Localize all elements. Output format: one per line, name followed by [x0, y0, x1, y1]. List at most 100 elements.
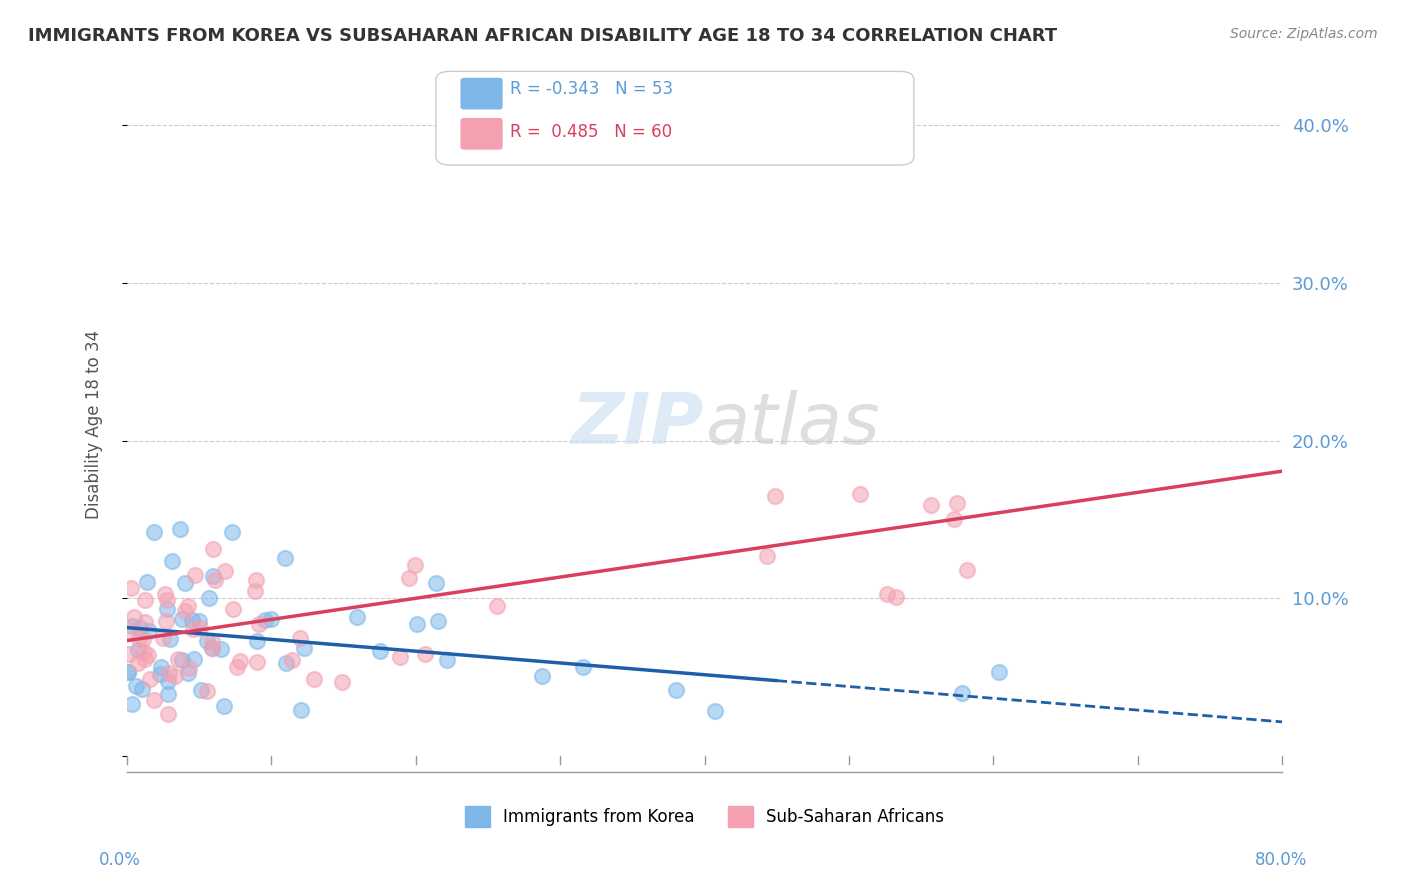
Point: [942, 512, 965, 526]
Point: [167, 652, 190, 666]
Point: [247, 617, 270, 632]
Point: [273, 550, 295, 565]
Point: [156, 602, 179, 616]
Point: [180, 613, 202, 627]
Point: [183, 652, 205, 666]
Point: [404, 558, 426, 572]
Point: [201, 640, 224, 655]
Point: [134, 592, 156, 607]
Text: ZIP: ZIP: [572, 390, 704, 459]
Point: [188, 614, 211, 628]
Point: [302, 673, 325, 687]
Text: 0.0%: 0.0%: [98, 851, 141, 869]
Point: [245, 573, 267, 587]
Point: [415, 647, 437, 661]
Point: [198, 591, 221, 606]
Point: [172, 612, 194, 626]
Point: [281, 653, 304, 667]
Point: [138, 624, 160, 639]
Point: [848, 487, 870, 501]
Text: 80.0%: 80.0%: [1256, 851, 1308, 869]
Point: [274, 656, 297, 670]
Point: [763, 489, 786, 503]
Point: [159, 632, 181, 646]
Point: [346, 610, 368, 624]
Point: [486, 599, 509, 613]
Point: [157, 687, 180, 701]
Point: [128, 632, 150, 647]
Point: [153, 587, 176, 601]
Point: [225, 660, 247, 674]
Point: [181, 623, 204, 637]
Point: [955, 563, 977, 577]
Point: [665, 682, 688, 697]
Point: [139, 672, 162, 686]
Point: [132, 645, 155, 659]
Point: [160, 554, 183, 568]
Text: R = -0.343   N = 53: R = -0.343 N = 53: [510, 80, 673, 98]
Point: [176, 599, 198, 614]
Point: [177, 661, 200, 675]
Point: [946, 496, 969, 510]
Point: [530, 669, 553, 683]
Point: [157, 706, 180, 721]
Point: [389, 649, 412, 664]
Point: [157, 673, 180, 688]
Point: [368, 644, 391, 658]
Point: [173, 604, 195, 618]
Point: [169, 523, 191, 537]
Legend: Immigrants from Korea, Sub-Saharan Africans: Immigrants from Korea, Sub-Saharan Afric…: [458, 799, 950, 833]
Point: [260, 612, 283, 626]
Point: [987, 665, 1010, 679]
Point: [950, 686, 973, 700]
Point: [157, 665, 180, 680]
Point: [135, 574, 157, 589]
Point: [128, 621, 150, 635]
Point: [920, 498, 942, 512]
Point: [131, 632, 153, 647]
Point: [120, 581, 142, 595]
Point: [190, 682, 212, 697]
Point: [195, 634, 218, 648]
Point: [246, 655, 269, 669]
Point: [143, 692, 166, 706]
Point: [212, 699, 235, 714]
Point: [221, 525, 243, 540]
Point: [149, 660, 172, 674]
Text: atlas: atlas: [704, 390, 879, 459]
Point: [406, 616, 429, 631]
Point: [209, 641, 232, 656]
Point: [572, 660, 595, 674]
Point: [134, 652, 156, 666]
Point: [330, 675, 353, 690]
Point: [121, 619, 143, 633]
Point: [288, 631, 311, 645]
Point: [201, 641, 224, 656]
Text: IMMIGRANTS FROM KOREA VS SUBSAHARAN AFRICAN DISABILITY AGE 18 TO 34 CORRELATION : IMMIGRANTS FROM KOREA VS SUBSAHARAN AFRI…: [28, 27, 1057, 45]
Point: [876, 587, 898, 601]
Point: [156, 593, 179, 607]
Point: [125, 679, 148, 693]
Point: [176, 665, 198, 680]
Point: [149, 666, 172, 681]
Point: [201, 569, 224, 583]
Point: [204, 573, 226, 587]
Point: [427, 614, 450, 628]
Point: [245, 634, 267, 648]
Point: [188, 621, 211, 635]
Point: [118, 624, 141, 639]
Point: [127, 643, 149, 657]
Point: [703, 704, 725, 718]
Point: [290, 702, 312, 716]
Point: [155, 614, 177, 628]
Point: [152, 632, 174, 646]
Point: [201, 634, 224, 648]
Point: [214, 564, 236, 578]
Point: [117, 665, 139, 679]
Point: [245, 583, 267, 598]
Point: [122, 610, 145, 624]
Point: [755, 549, 778, 564]
Point: [142, 524, 165, 539]
Point: [138, 648, 160, 663]
Point: [202, 541, 225, 556]
